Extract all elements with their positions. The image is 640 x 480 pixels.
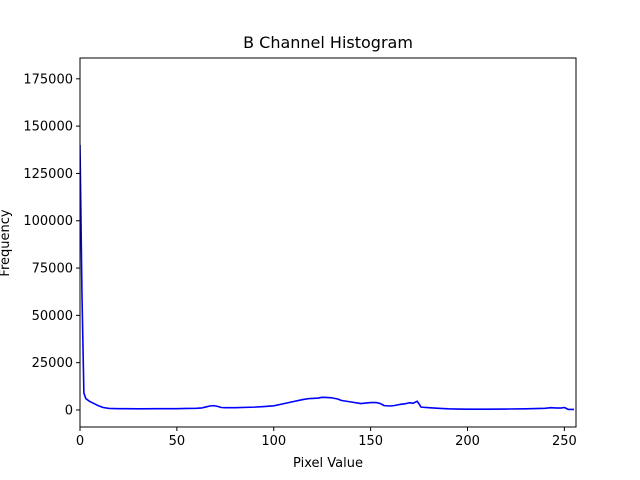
x-tick-label: 50 xyxy=(169,434,186,449)
y-tick-label: 100000 xyxy=(23,214,73,229)
y-axis-title: Frequency xyxy=(0,209,13,276)
y-tick-label: 175000 xyxy=(23,72,73,87)
x-axis-title: Pixel Value xyxy=(293,456,363,471)
y-axis: 0 25000 50000 75000 100000 125000 150000 175000 xyxy=(23,72,80,418)
y-tick-label: 50000 xyxy=(32,309,73,324)
y-tick-label: 125000 xyxy=(23,167,73,182)
plot-frame xyxy=(79,57,577,428)
series-group xyxy=(80,145,575,411)
y-tick-label: 75000 xyxy=(32,262,73,277)
x-tick-label: 100 xyxy=(261,434,286,449)
x-tick-label: 0 xyxy=(76,434,84,449)
chart-title: B Channel Histogram xyxy=(243,33,413,52)
y-tick-label: 150000 xyxy=(23,120,73,135)
y-tick-label: 25000 xyxy=(32,356,73,371)
x-tick-label: 150 xyxy=(358,434,383,449)
y-tick-label: 0 xyxy=(65,403,73,418)
plot-area: 0 50 100 150 200 250 0 25000 50000 75000 100000 12… xyxy=(23,57,577,449)
x-tick-label: 250 xyxy=(552,434,577,449)
x-axis: 0 50 100 150 200 250 xyxy=(76,427,577,449)
series-line-0 xyxy=(80,145,575,411)
x-tick-label: 200 xyxy=(455,434,480,449)
